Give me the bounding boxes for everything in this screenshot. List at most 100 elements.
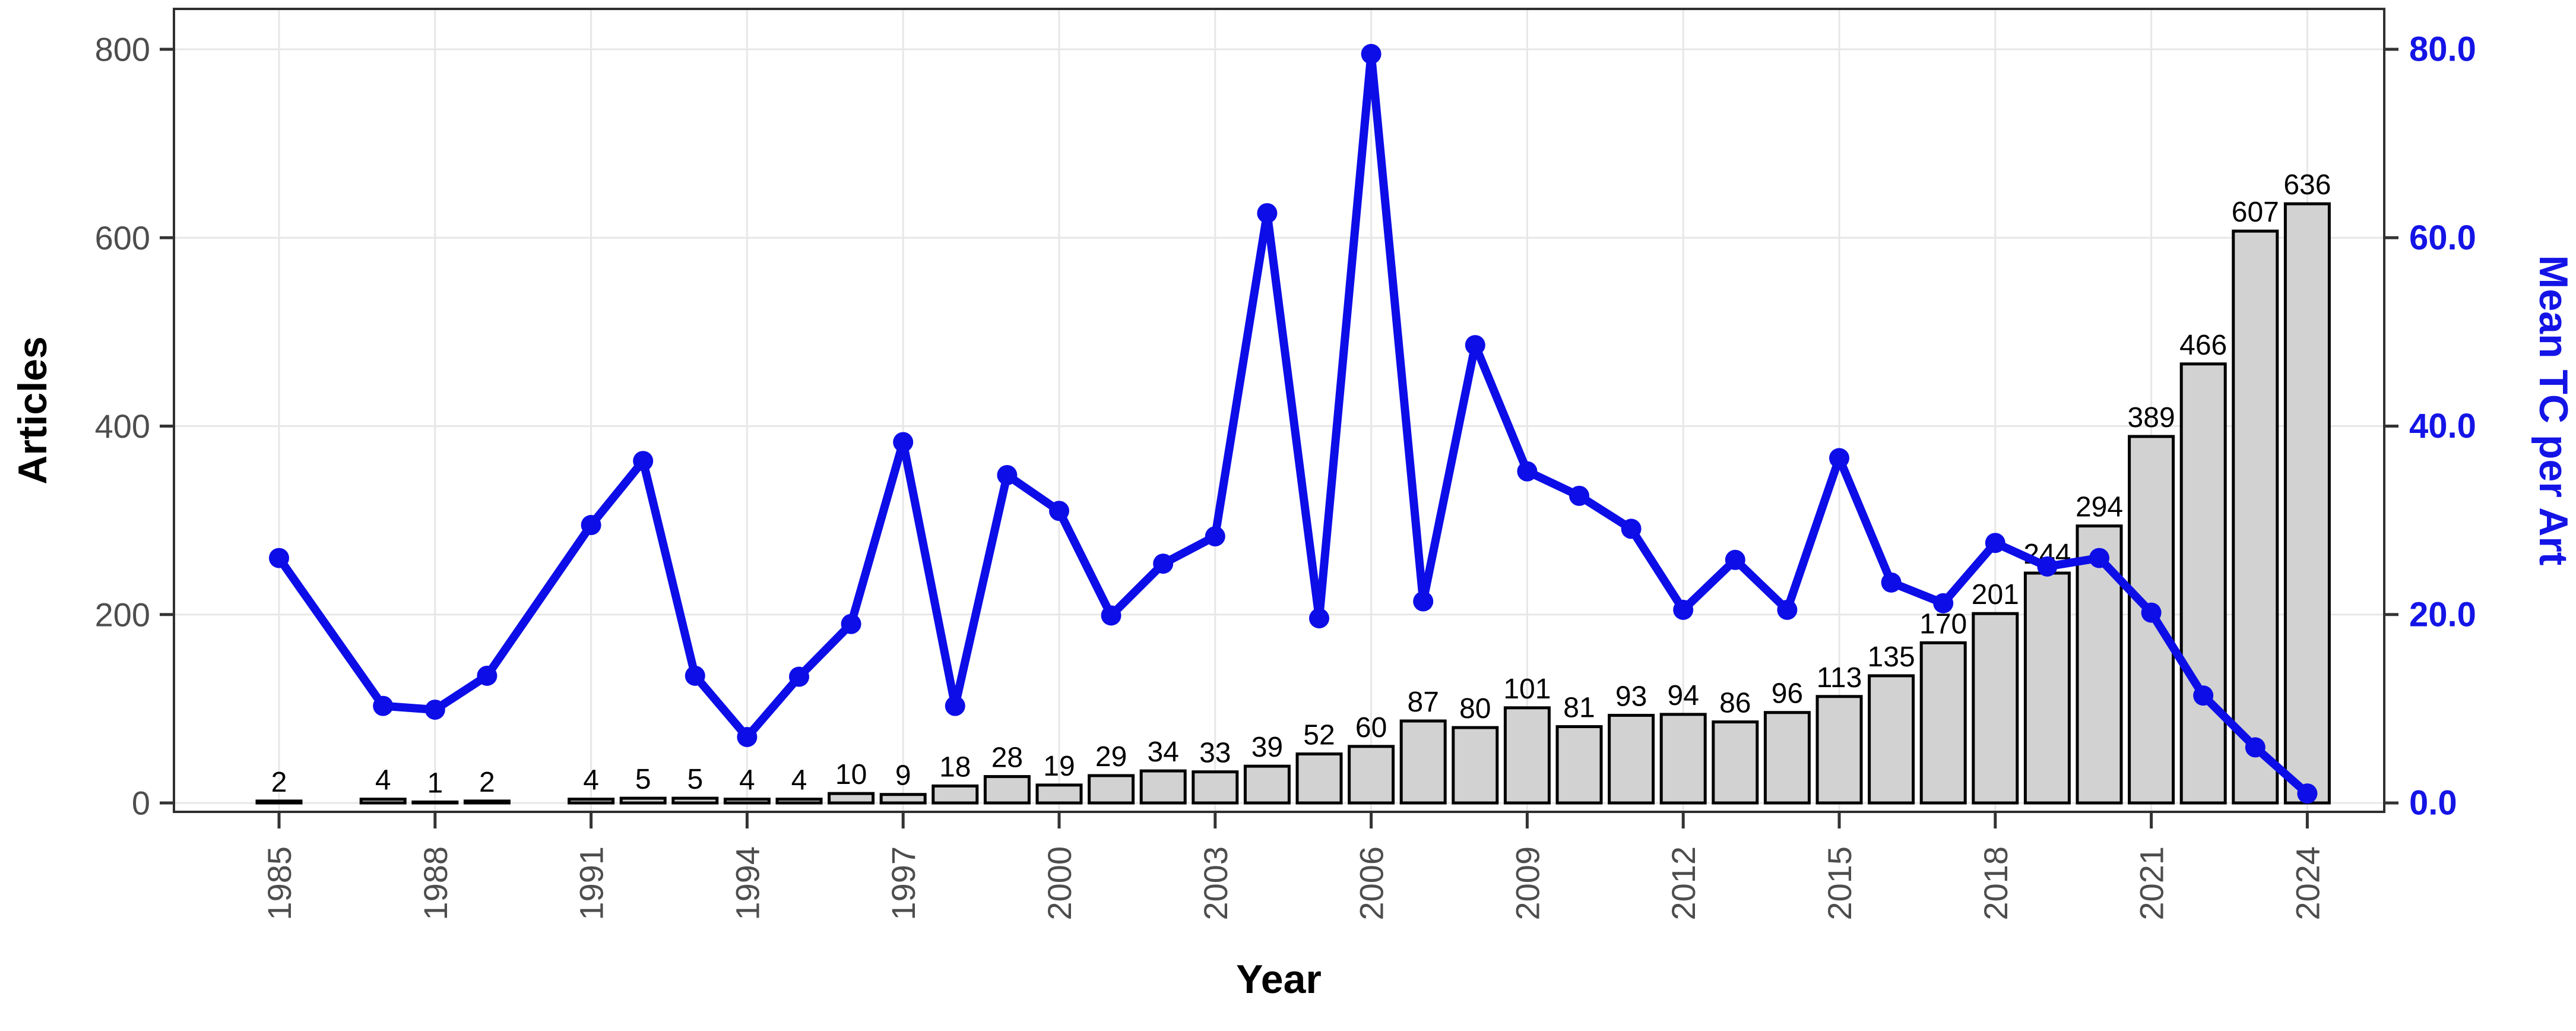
bar-label-1997: 9 xyxy=(895,760,911,792)
x-tick-label-1994: 1994 xyxy=(728,846,766,921)
bar-label-2003: 33 xyxy=(1199,738,1231,769)
bar-label-1998: 18 xyxy=(939,751,971,783)
bar-label-1985: 2 xyxy=(271,767,287,798)
bar-2024 xyxy=(2283,202,2331,805)
bar-1985 xyxy=(255,799,303,805)
line-point-2006 xyxy=(1361,43,1382,64)
bar-label-1989: 2 xyxy=(479,767,495,798)
x-tick-label-2018: 2018 xyxy=(1977,846,2014,921)
bar-2016 xyxy=(1868,674,1915,805)
line-point-1996 xyxy=(841,613,861,634)
line-point-2017 xyxy=(1933,593,1954,613)
bar-2015 xyxy=(1815,695,1863,805)
line-point-1985 xyxy=(269,548,289,568)
bar-2004 xyxy=(1243,764,1291,805)
bar-2003 xyxy=(1192,770,1239,805)
line-point-2023 xyxy=(2245,737,2266,758)
right-tick-label-20.0: 20.0 xyxy=(2409,595,2476,634)
bar-1999 xyxy=(983,775,1031,805)
right-tick-label-40.0: 40.0 xyxy=(2409,407,2476,445)
bar-2019 xyxy=(2023,571,2071,805)
line-point-1999 xyxy=(997,464,1018,485)
bar-label-2014: 96 xyxy=(1772,678,1803,710)
x-tick-label-1991: 1991 xyxy=(573,846,610,921)
left-tick-label-200: 200 xyxy=(95,596,150,633)
bar-label-1991: 4 xyxy=(583,765,599,796)
bar-2014 xyxy=(1763,711,1811,805)
bar-1991 xyxy=(568,798,615,805)
bar-label-2001: 29 xyxy=(1095,741,1127,773)
line-point-1988 xyxy=(424,699,445,720)
x-tick-label-2003: 2003 xyxy=(1197,846,1234,921)
x-tick-label-2009: 2009 xyxy=(1509,846,1546,921)
bar-2018 xyxy=(1972,612,2019,805)
line-point-2022 xyxy=(2193,685,2214,706)
line-point-1993 xyxy=(685,665,705,686)
x-axis-title: Year xyxy=(1236,957,1322,1002)
left-axis-title: Articles xyxy=(10,336,55,484)
line-point-1992 xyxy=(633,451,654,472)
line-point-2004 xyxy=(1257,203,1278,224)
line-point-2007 xyxy=(1413,591,1434,612)
bar-2023 xyxy=(2232,229,2279,805)
x-tick-label-2012: 2012 xyxy=(1665,846,1702,921)
x-tick-label-1997: 1997 xyxy=(885,846,922,921)
x-tick-label-2006: 2006 xyxy=(1353,846,1390,921)
bar-1996 xyxy=(828,792,875,805)
line-series-mean-tc xyxy=(269,43,2318,804)
bar-2013 xyxy=(1712,720,1759,805)
bar-label-2002: 34 xyxy=(1148,736,1179,768)
bar-label-2020: 294 xyxy=(2076,492,2123,523)
right-tick-label-80.0: 80.0 xyxy=(2409,30,2476,69)
line-point-2021 xyxy=(2141,602,2162,623)
bar-label-1999: 28 xyxy=(991,742,1023,774)
left-tick-label-800: 800 xyxy=(95,31,150,68)
x-tick-label-2024: 2024 xyxy=(2289,846,2326,921)
line-point-2009 xyxy=(1517,461,1538,482)
bar-2022 xyxy=(2179,362,2227,805)
bar-label-2009: 101 xyxy=(1503,673,1551,705)
line-point-2019 xyxy=(2037,556,2058,577)
bar-1994 xyxy=(723,798,771,805)
bar-2010 xyxy=(1555,725,1603,805)
x-tick-label-2021: 2021 xyxy=(2133,846,2171,921)
bar-label-2007: 87 xyxy=(1408,687,1439,718)
right-axis-title: Mean TC per Art xyxy=(2531,255,2576,566)
line-point-1997 xyxy=(893,432,914,453)
line-point-2008 xyxy=(1465,335,1485,356)
bar-1993 xyxy=(671,796,719,805)
line-point-2015 xyxy=(1829,448,1849,469)
x-tick-label-2015: 2015 xyxy=(1821,846,1858,921)
bar-1995 xyxy=(775,798,823,805)
right-tick-label-60.0: 60.0 xyxy=(2409,219,2476,257)
line-point-2018 xyxy=(1985,533,2005,554)
bar-2011 xyxy=(1608,713,1655,805)
bar-label-2011: 93 xyxy=(1615,681,1647,712)
line-point-1987 xyxy=(373,695,394,716)
bar-label-2008: 80 xyxy=(1459,693,1491,725)
axis-tick-marks xyxy=(160,48,2398,828)
bar-label-2023: 607 xyxy=(2232,197,2279,228)
x-tick-label-1985: 1985 xyxy=(261,846,298,921)
bar-label-1992: 5 xyxy=(635,764,651,795)
bar-label-2000: 19 xyxy=(1043,751,1075,782)
bar-2001 xyxy=(1088,774,1135,805)
line-point-2013 xyxy=(1725,549,1745,570)
x-tick-label-1988: 1988 xyxy=(417,846,454,921)
line-point-1989 xyxy=(477,665,498,686)
bar-2000 xyxy=(1035,783,1083,805)
bar-label-2022: 466 xyxy=(2179,330,2227,361)
left-tick-label-600: 600 xyxy=(95,219,150,257)
bar-value-labels: 2 4 1 2 4 5 5 4 4 10 9 18 28 19 29 34 33 39 52 60 87 80 101 81 9… xyxy=(271,169,2331,799)
bar-label-2005: 52 xyxy=(1303,720,1335,751)
line-point-2003 xyxy=(1205,526,1225,547)
bar-1987 xyxy=(359,798,407,805)
line-point-2000 xyxy=(1049,501,1069,521)
line-point-1994 xyxy=(737,726,758,747)
bar-label-2012: 94 xyxy=(1668,680,1699,711)
left-tick-label-0: 0 xyxy=(132,785,150,822)
bar-label-1996: 10 xyxy=(835,759,867,790)
bar-1992 xyxy=(619,796,667,805)
